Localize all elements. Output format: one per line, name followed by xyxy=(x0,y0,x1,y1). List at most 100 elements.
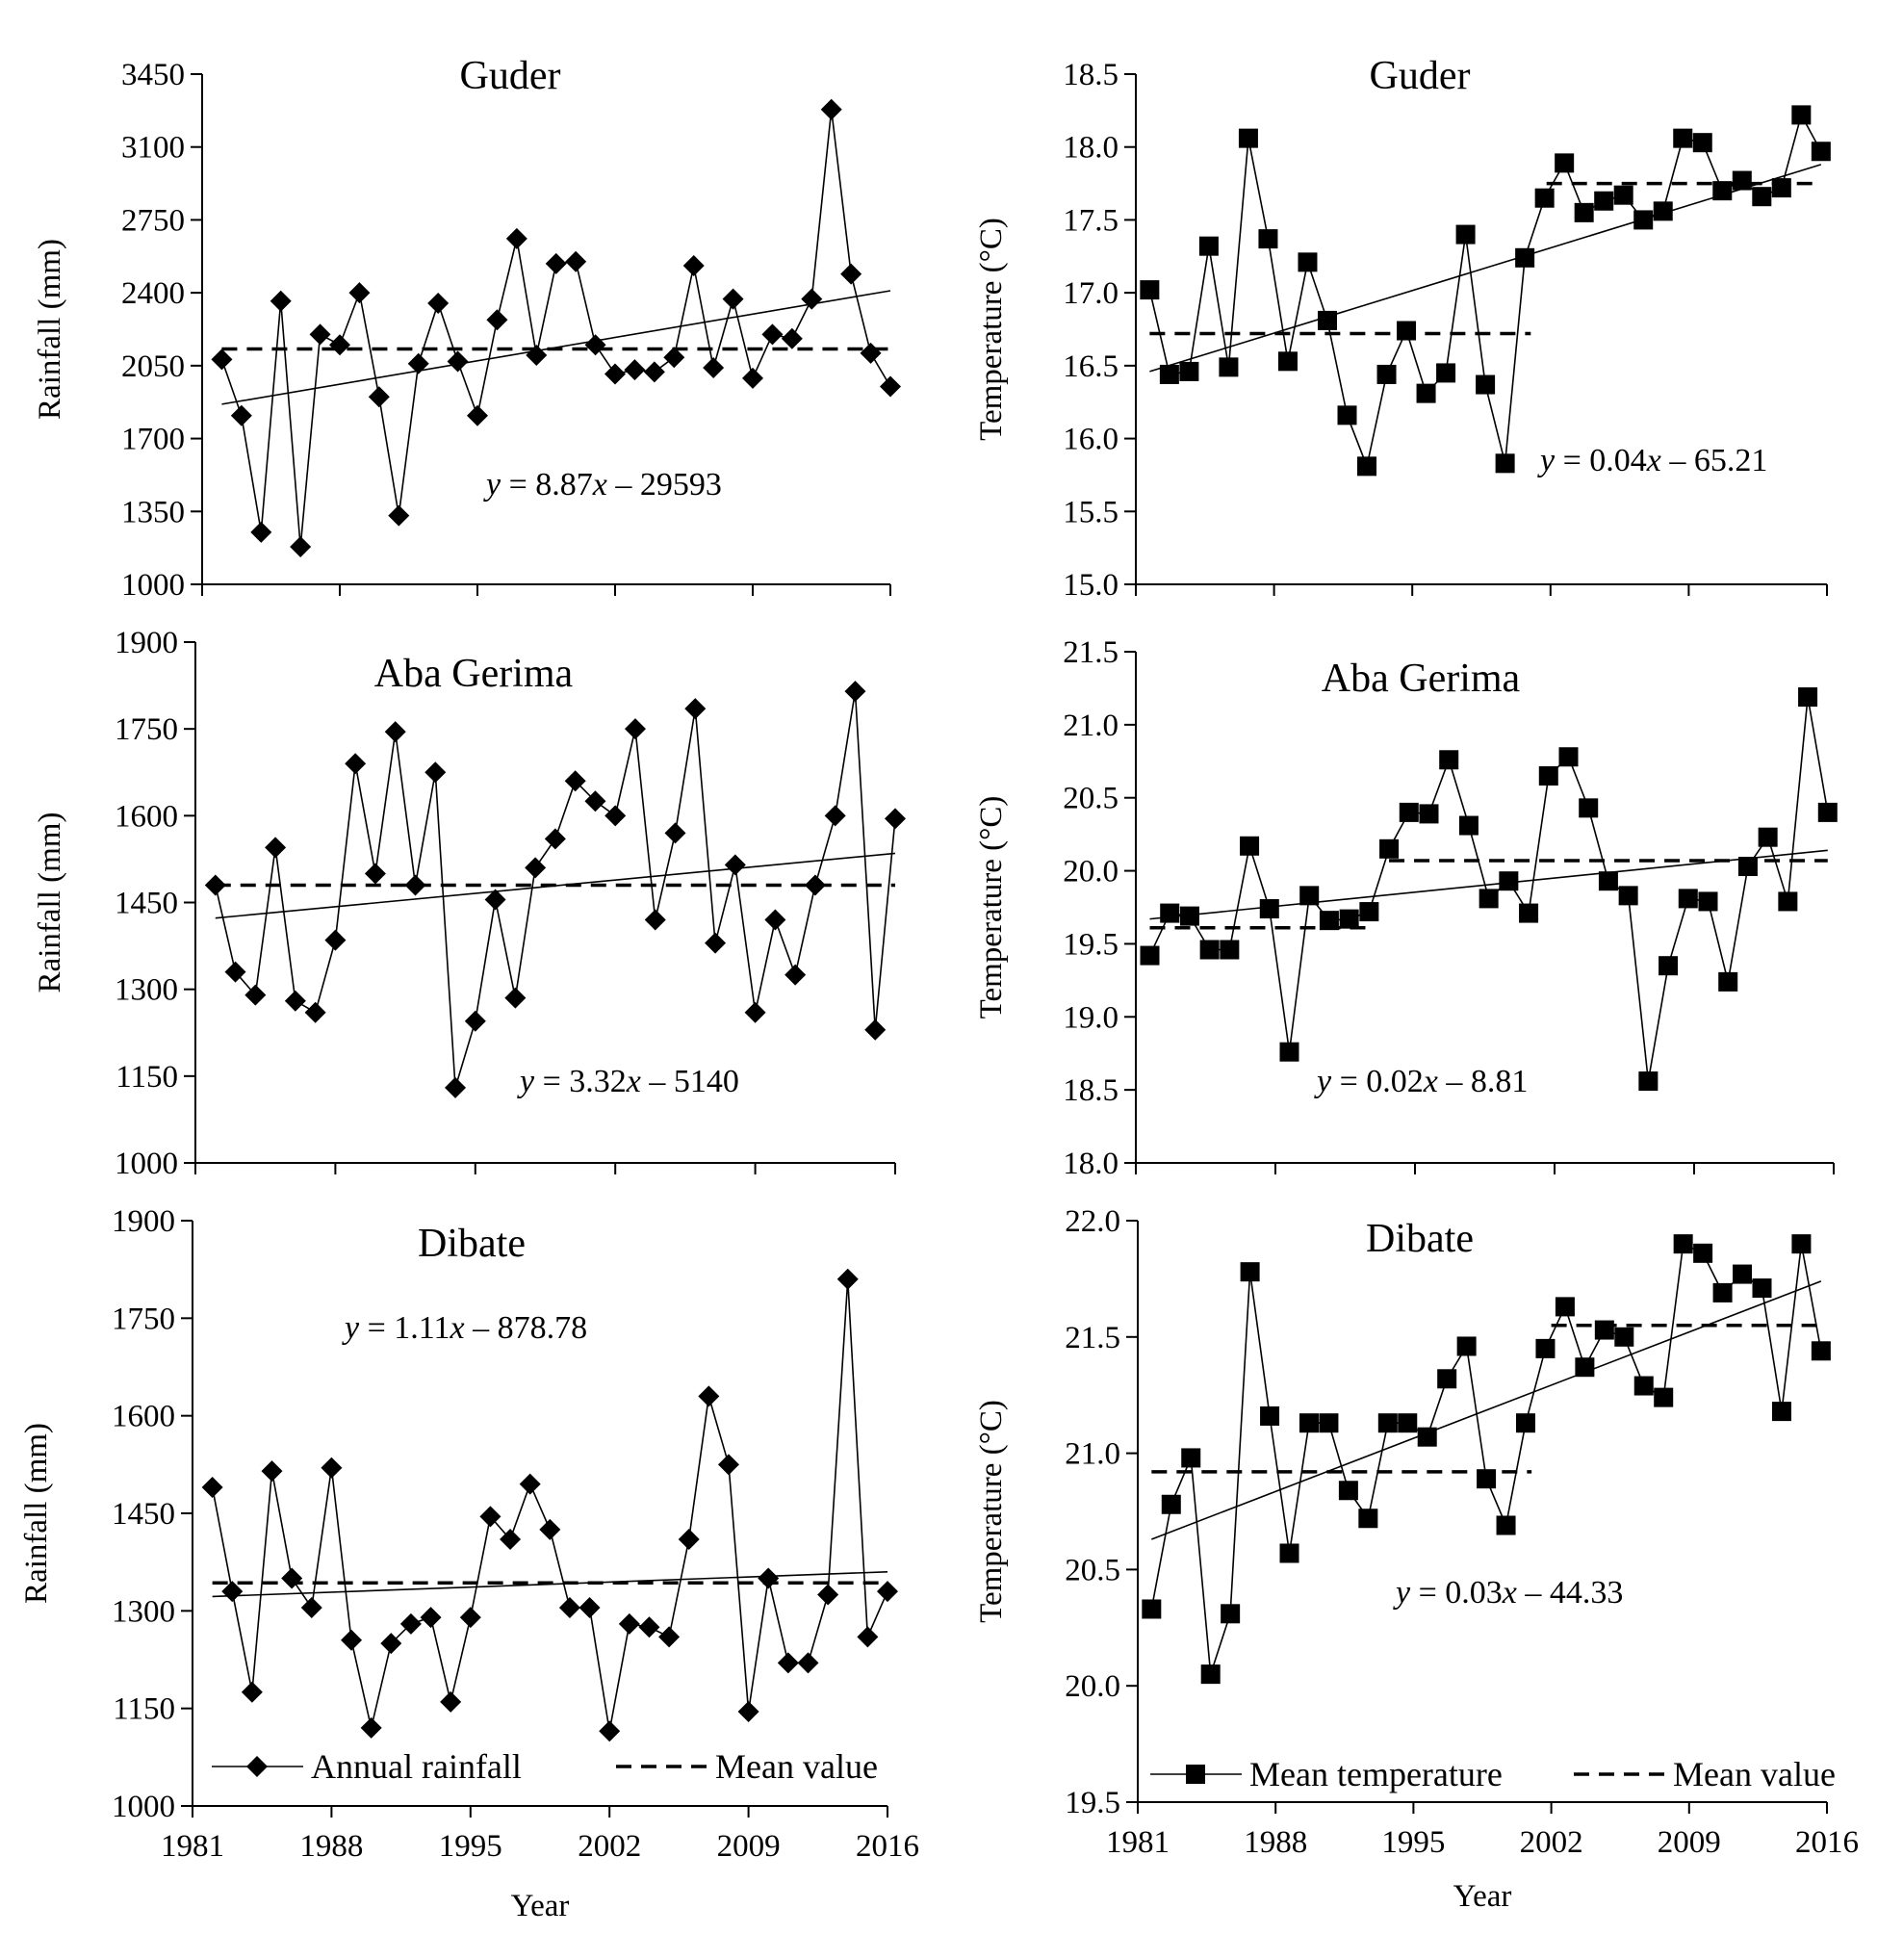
data-point xyxy=(565,250,587,272)
y-axis-label: Rainfall (mm) xyxy=(19,1423,54,1604)
data-point xyxy=(241,1681,263,1703)
data-point xyxy=(1221,1604,1241,1624)
data-point xyxy=(290,536,312,558)
data-point xyxy=(261,1460,283,1483)
data-point xyxy=(300,1596,322,1618)
legend: Mean temperature Mean value xyxy=(1150,1755,1836,1793)
data-point xyxy=(1579,798,1599,818)
data-point xyxy=(364,863,386,885)
data-point xyxy=(1654,1387,1674,1407)
data-point xyxy=(1240,1262,1260,1282)
y-tick-label: 1350 xyxy=(121,495,185,529)
data-point xyxy=(1220,940,1240,960)
data-point xyxy=(1338,1481,1358,1501)
data-point xyxy=(684,698,707,720)
data-point xyxy=(1693,1243,1713,1263)
data-point xyxy=(1476,374,1496,395)
data-point xyxy=(1778,891,1798,912)
data-point xyxy=(864,1019,887,1041)
data-point xyxy=(348,282,371,304)
data-point xyxy=(1458,815,1479,836)
y-tick-label: 20.0 xyxy=(1063,855,1119,890)
data-point xyxy=(265,837,287,859)
data-point xyxy=(224,961,246,983)
data-point xyxy=(1673,1234,1693,1254)
data-point xyxy=(1618,886,1638,906)
panel-title: Guder xyxy=(1370,54,1471,98)
data-point xyxy=(1752,187,1772,207)
y-tick-label: 1600 xyxy=(112,1400,175,1434)
y-tick-label: 1750 xyxy=(115,712,178,747)
data-point xyxy=(380,1633,402,1655)
y-tick-label: 2400 xyxy=(121,276,185,311)
y-tick-label: 1750 xyxy=(112,1302,175,1336)
data-point xyxy=(1181,1448,1201,1468)
data-point xyxy=(360,1716,382,1739)
panel-title: Dibate xyxy=(1366,1217,1474,1261)
y-axis-label: Temperature (°C) xyxy=(974,1400,1009,1623)
data-point xyxy=(698,1385,720,1407)
data-point xyxy=(447,350,469,373)
data-point xyxy=(1555,153,1575,173)
data-point xyxy=(1558,747,1579,767)
data-point xyxy=(584,334,606,356)
data-point xyxy=(558,1596,580,1618)
data-point xyxy=(744,1001,766,1023)
y-tick-label: 15.0 xyxy=(1063,568,1119,603)
data-point xyxy=(284,990,306,1012)
data-point xyxy=(324,929,347,951)
data-point xyxy=(1277,351,1298,372)
data-point xyxy=(1698,891,1718,912)
data-point xyxy=(1791,105,1812,125)
data-point xyxy=(817,1584,839,1606)
data-point xyxy=(643,361,665,383)
data-point xyxy=(1379,838,1400,859)
data-point xyxy=(1337,405,1357,426)
y-tick-label: 1000 xyxy=(112,1790,175,1824)
data-point xyxy=(399,1612,422,1635)
data-point xyxy=(1811,142,1831,162)
data-point xyxy=(230,404,252,426)
panel-temperature-dibate: 19.5 20.0 20.5 21.0 21.5 22.0 1981 1988 1995 2002… xyxy=(974,1204,1859,1914)
y-tick-label: 19.5 xyxy=(1063,927,1119,962)
y-tick-label: 1000 xyxy=(121,568,185,603)
data-point xyxy=(877,1581,898,1603)
data-point xyxy=(564,770,586,792)
x-tick-label: 2016 xyxy=(1795,1825,1859,1860)
x-tick-label: 2009 xyxy=(1658,1825,1721,1860)
data-point xyxy=(1758,827,1778,847)
y-tick-label: 17.5 xyxy=(1063,203,1119,238)
data-point xyxy=(1598,871,1618,891)
data-point xyxy=(1712,181,1733,201)
y-tick-label: 21.0 xyxy=(1065,1437,1120,1472)
y-axis-label: Rainfall (mm) xyxy=(33,239,67,420)
data-point xyxy=(1718,971,1738,992)
y-tick-label: 15.5 xyxy=(1063,495,1119,529)
data-point xyxy=(857,1626,879,1648)
data-point xyxy=(1692,133,1712,153)
data-point xyxy=(504,987,527,1009)
data-point xyxy=(1317,310,1337,330)
data-point xyxy=(840,263,862,285)
data-point xyxy=(1574,202,1594,222)
trend-line xyxy=(1149,849,1828,920)
data-point xyxy=(1771,1402,1791,1422)
legend: Annual rainfall Mean value xyxy=(212,1747,878,1786)
data-point xyxy=(1496,1515,1516,1535)
data-point xyxy=(1198,236,1219,256)
data-point xyxy=(321,1457,343,1479)
data-point xyxy=(1732,170,1752,191)
data-point xyxy=(309,323,331,346)
y-tick-label: 1150 xyxy=(113,1692,175,1727)
y-tick-label: 1300 xyxy=(112,1594,175,1629)
y-tick-label: 1700 xyxy=(121,423,185,457)
data-point xyxy=(1673,128,1693,148)
data-point xyxy=(544,828,566,850)
data-point xyxy=(440,1690,462,1713)
data-point xyxy=(820,98,842,120)
data-point xyxy=(644,909,666,931)
data-point xyxy=(484,889,506,911)
trend-line xyxy=(221,290,891,405)
data-point xyxy=(1417,1427,1437,1447)
x-tick-label: 1988 xyxy=(299,1829,363,1864)
